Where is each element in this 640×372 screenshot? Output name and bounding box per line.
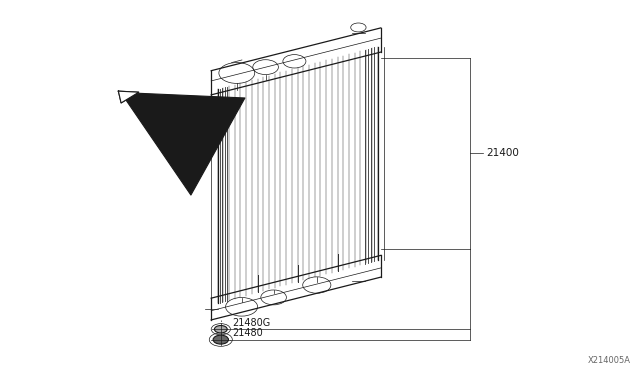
Text: X214005A: X214005A: [588, 356, 630, 365]
Polygon shape: [118, 91, 139, 103]
Text: 21400: 21400: [486, 148, 519, 158]
Text: 21480G: 21480G: [232, 318, 271, 328]
Circle shape: [214, 326, 227, 333]
Circle shape: [213, 335, 228, 344]
Text: FRONT: FRONT: [147, 113, 184, 143]
Text: 21480: 21480: [232, 328, 263, 338]
